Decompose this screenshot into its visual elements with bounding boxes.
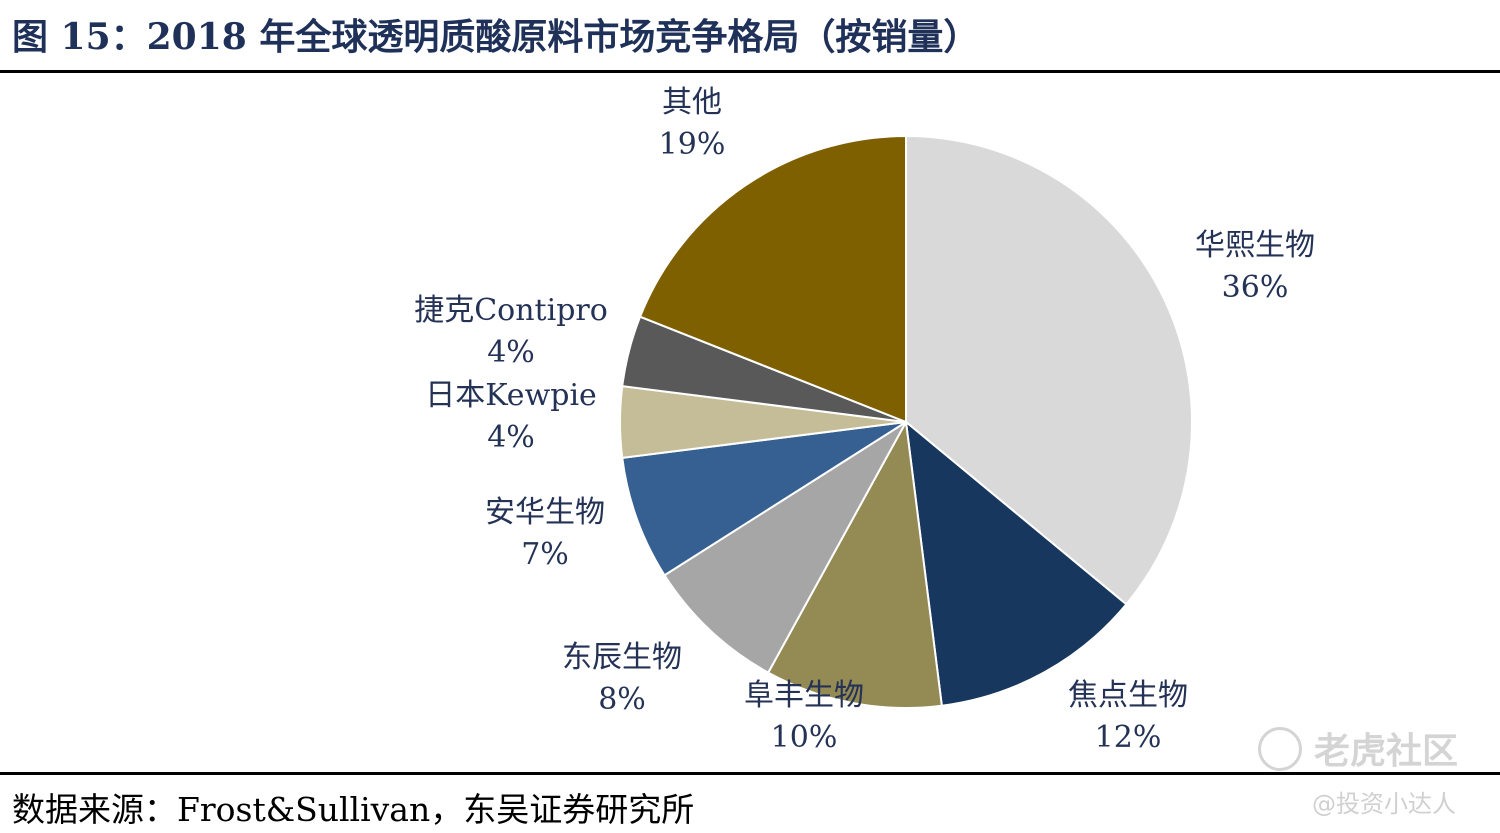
pie-slice [638,134,907,424]
slice-percent-label: 10% [771,720,838,755]
slice-name-label: 捷克Contipro [414,293,608,328]
pie-slice [621,421,907,577]
watermark-logo-icon [1258,727,1302,771]
slice-percent-label: 4% [487,335,535,370]
slice-name-label: 安华生物 [485,495,605,530]
pie-slice [905,134,1193,606]
slice-percent-label: 4% [487,420,535,455]
bottom-rule [0,772,1500,775]
source-note: 数据来源：Frost&Sullivan，东吴证券研究所 [12,790,695,829]
watermark-brand-text: 老虎社区 [1314,731,1459,772]
slice-percent-label: 19% [659,127,726,162]
slice-percent-label: 12% [1095,720,1162,755]
figure-title: 图 15：2018 年全球透明质酸原料市场竞争格局（按销量） [12,16,980,58]
slice-percent-label: 36% [1222,270,1289,305]
pie-slice [766,418,943,709]
pie-chart: 华熙生物 36% 焦点生物 12% 阜丰生物 10% 东辰生物 8% 安华生物 7% 日本Kewpi… [414,85,1315,755]
pie-slice [663,421,907,674]
slice-name-label: 东辰生物 [562,640,682,675]
top-rule [0,70,1500,73]
pie-labels: 华熙生物 36% 焦点生物 12% 阜丰生物 10% 东辰生物 8% 安华生物 7% 日本Kewpi… [414,85,1315,755]
slice-name-label: 日本Kewpie [425,378,597,413]
slice-name-label: 华熙生物 [1195,228,1315,263]
watermark-brand: 老虎社区 [1258,722,1458,775]
pie-slice [904,419,1128,707]
watermark-handle: @投资小达人 [1312,790,1456,818]
slice-percent-label: 8% [598,682,646,717]
slice-percent-label: 7% [521,537,569,572]
slice-name-label: 阜丰生物 [744,678,864,713]
pie-slices [619,134,1193,709]
slice-name-label: 焦点生物 [1068,678,1188,713]
slice-name-label: 其他 [662,85,722,120]
